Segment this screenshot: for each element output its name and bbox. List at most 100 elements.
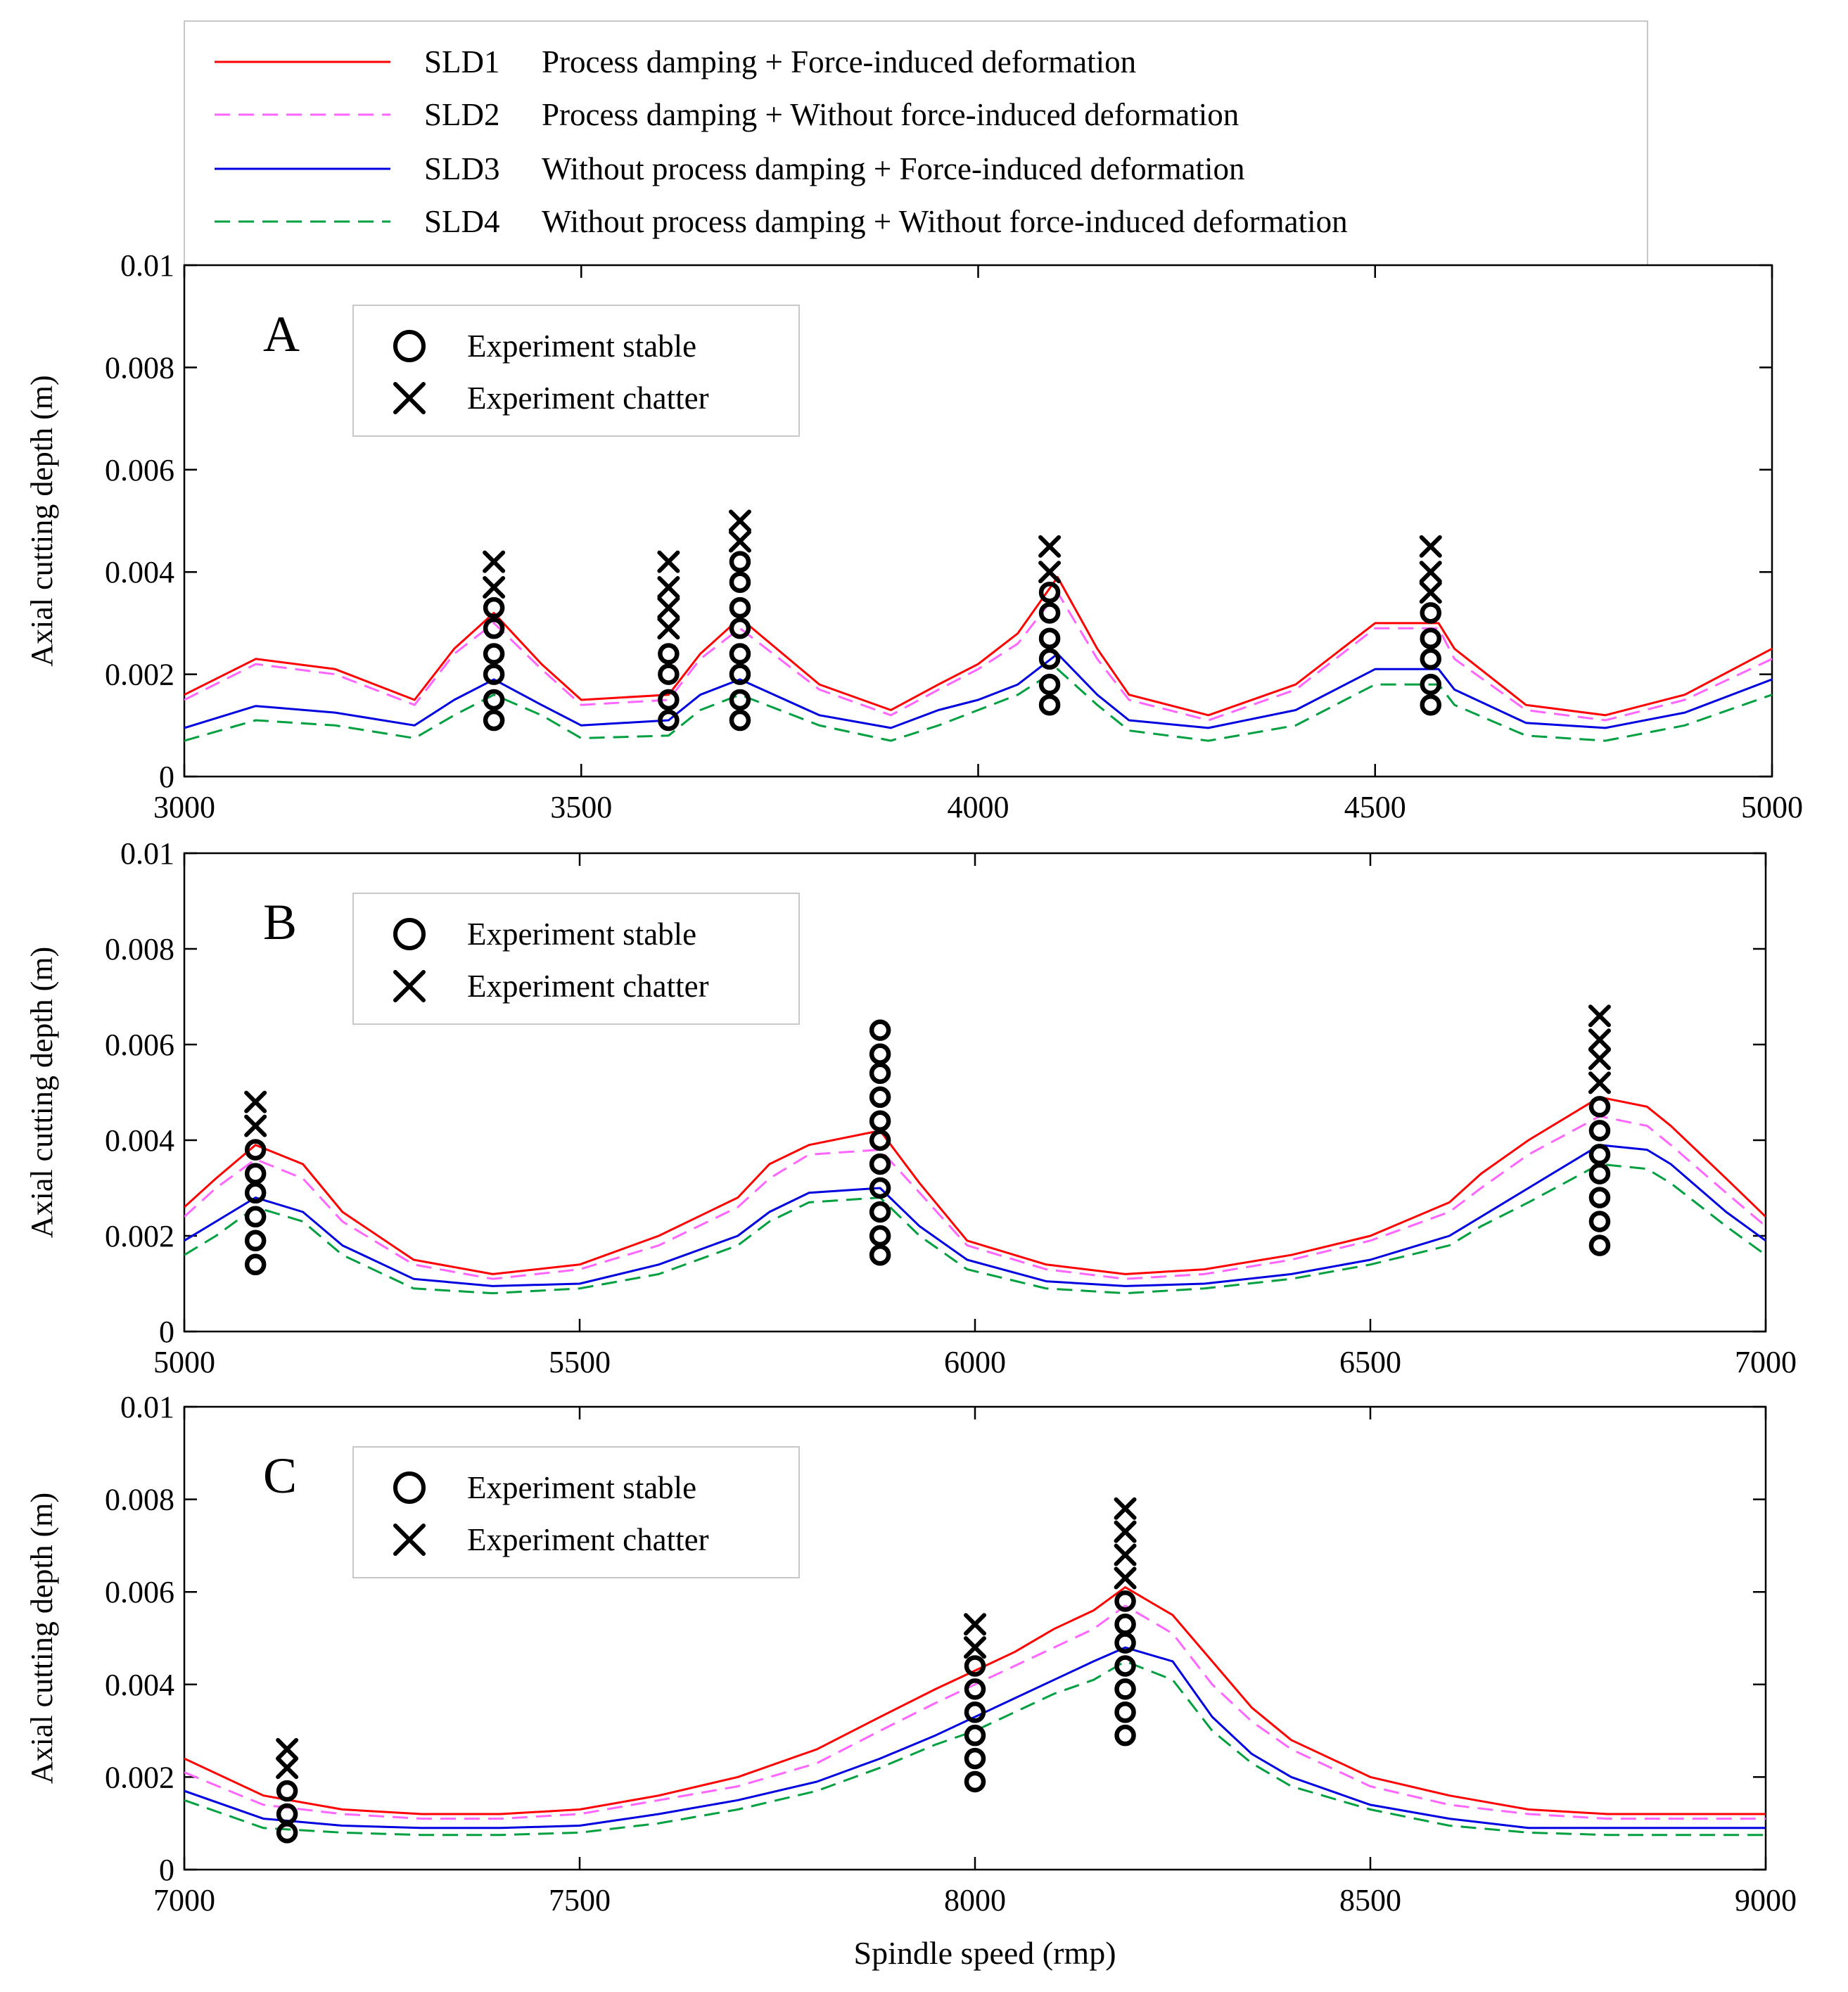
- x-tick-label: 7500: [549, 1883, 611, 1917]
- chatter-marker: [1588, 1028, 1611, 1052]
- legend-chatter-marker: [393, 1524, 426, 1556]
- legend-key: SLD1: [424, 44, 500, 79]
- marker-legend: Experiment stable Experiment chatter: [352, 893, 800, 1025]
- stable-marker: [1420, 627, 1441, 649]
- stable-marker: [1588, 1211, 1611, 1232]
- chatter-marker: [276, 1756, 299, 1780]
- legend-chatter-label: Experiment chatter: [467, 1522, 709, 1557]
- panel-b: 0 0.002 0.004 0.006 0.008 0.01 5000 5500 6000 650…: [25, 836, 1797, 1379]
- stable-marker: [1114, 1724, 1136, 1747]
- y-tick-label: 0.01: [120, 248, 174, 283]
- stable-marker: [276, 1780, 298, 1802]
- legend-description: Process damping + Force-induced deformat…: [542, 44, 1136, 79]
- chatter-marker: [657, 617, 680, 640]
- y-tick-label: 0.002: [105, 658, 174, 692]
- stable-marker: [729, 663, 751, 685]
- experiment-markers: [483, 509, 1442, 732]
- series-line-sld3: [184, 1144, 1766, 1287]
- panel-letter: B: [263, 894, 297, 950]
- stable-marker: [1038, 648, 1061, 670]
- y-tick-label: 0.002: [105, 1219, 174, 1253]
- stable-marker: [483, 643, 505, 665]
- marker-legend: Experiment stable Experiment chatter: [352, 305, 800, 437]
- chatter-marker: [964, 1613, 986, 1636]
- chatter-marker: [1419, 535, 1442, 558]
- marker-legend-box: [352, 893, 800, 1025]
- series-line-sld4: [184, 668, 1772, 742]
- series-lines: [184, 576, 1772, 742]
- stable-marker: [964, 1724, 986, 1747]
- panel-c: 0 0.002 0.004 0.006 0.008 0.01 7000 7500 8000 850…: [25, 1390, 1797, 1917]
- stable-marker: [244, 1139, 267, 1161]
- stable-marker: [483, 617, 505, 639]
- legend-entry-sld3: SLD3 Without process damping + Force-indu…: [215, 151, 1245, 186]
- stable-marker: [244, 1253, 267, 1276]
- stable-marker: [1114, 1678, 1136, 1700]
- panel-a: 0 0.002 0.004 0.006 0.008 0.01 3000 3500 4000 450…: [25, 248, 1803, 824]
- stable-marker: [1588, 1187, 1611, 1208]
- series-line-sld3: [184, 653, 1772, 729]
- y-tick-label: 0.006: [105, 453, 174, 487]
- y-ticks: 0 0.002 0.004 0.006 0.008 0.01: [105, 1390, 1766, 1887]
- stable-marker: [1114, 1655, 1136, 1677]
- y-tick-label: 0.008: [105, 1483, 174, 1517]
- chatter-marker: [244, 1114, 267, 1137]
- stable-marker: [869, 1019, 891, 1041]
- legend-key: SLD4: [424, 204, 500, 239]
- series-line-sld4: [184, 1163, 1766, 1295]
- stable-marker: [1588, 1144, 1611, 1166]
- legend-chatter-marker: [393, 970, 426, 1002]
- stable-marker: [964, 1678, 986, 1700]
- x-ticks: 3000 3500 4000 4500 5000: [153, 265, 1803, 824]
- series-lines: [184, 1096, 1766, 1295]
- stable-marker: [869, 1043, 891, 1065]
- chatter-marker: [1038, 535, 1062, 558]
- chatter-marker: [1114, 1543, 1137, 1566]
- y-tick-label: 0.008: [105, 350, 174, 385]
- stable-marker: [1038, 627, 1061, 649]
- x-tick-label: 7000: [1735, 1345, 1797, 1379]
- x-tick-label: 3000: [153, 790, 215, 824]
- chatter-marker: [728, 530, 751, 553]
- y-axis-label: Axial cutting depth (m): [25, 375, 59, 666]
- stable-marker: [1420, 694, 1441, 716]
- stable-marker: [729, 709, 751, 732]
- y-ticks: 0 0.002 0.004 0.006 0.008 0.01: [105, 248, 1772, 794]
- x-tick-label: 9000: [1735, 1883, 1797, 1917]
- chatter-marker: [1114, 1497, 1137, 1520]
- stable-marker: [1588, 1234, 1611, 1256]
- legend-stable-marker: [393, 1471, 426, 1504]
- x-tick-label: 7000: [153, 1883, 215, 1917]
- y-tick-label: 0.004: [105, 555, 174, 589]
- y-tick-label: 0.004: [105, 1123, 174, 1158]
- chatter-marker: [483, 576, 506, 599]
- series-line-sld2: [184, 1115, 1766, 1280]
- series-line-sld2: [184, 591, 1772, 722]
- y-tick-label: 0.01: [120, 836, 174, 871]
- chatter-marker: [1038, 561, 1062, 584]
- series-line-sld1: [184, 576, 1772, 717]
- x-tick-label: 8500: [1339, 1883, 1401, 1917]
- stable-marker: [964, 1747, 986, 1770]
- stable-marker: [729, 617, 751, 639]
- x-tick-label: 6500: [1339, 1345, 1401, 1379]
- legend-description: Process damping + Without force-induced …: [542, 97, 1239, 132]
- y-tick-label: 0.004: [105, 1668, 174, 1702]
- stable-marker: [483, 709, 505, 732]
- stable-marker: [729, 571, 751, 593]
- stable-marker: [483, 663, 505, 685]
- x-ticks: 5000 5500 6000 6500 7000: [153, 853, 1797, 1379]
- legend-chatter-marker: [393, 382, 426, 414]
- chatter-marker: [964, 1636, 986, 1659]
- stable-marker: [483, 689, 505, 711]
- x-tick-label: 5000: [1741, 790, 1803, 824]
- stable-marker: [1114, 1614, 1136, 1635]
- chatter-marker: [728, 509, 751, 532]
- panel-letter: A: [263, 306, 300, 362]
- x-tick-label: 6000: [944, 1345, 1006, 1379]
- stable-marker: [658, 709, 680, 732]
- legend-key: SLD3: [424, 151, 500, 186]
- experiment-markers: [244, 1004, 1611, 1276]
- y-tick-label: 0.01: [120, 1390, 174, 1424]
